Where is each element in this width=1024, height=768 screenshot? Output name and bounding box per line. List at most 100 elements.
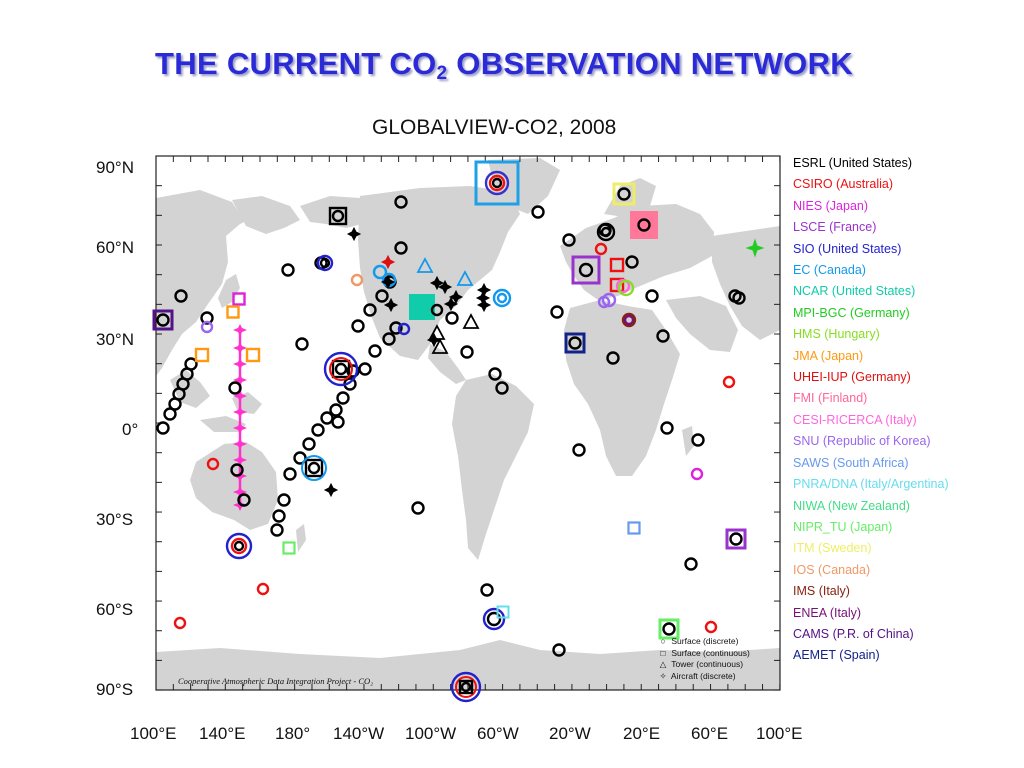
station-circle [704, 620, 718, 634]
station-circle [645, 289, 659, 303]
station-circle [491, 177, 503, 189]
station-circle [394, 195, 408, 209]
station-star [380, 254, 396, 270]
station-circle [722, 375, 736, 389]
station-triangle [431, 338, 449, 354]
station-circle [334, 362, 348, 376]
lat-label-30s: 30°S [96, 510, 134, 529]
station-square [474, 160, 520, 206]
station-square [232, 292, 246, 306]
station-circle [486, 611, 502, 627]
station-star [323, 482, 339, 498]
station-star [443, 296, 459, 312]
key-row-surface-discrete: ○ Surface (discrete) [657, 636, 750, 648]
station-circle [482, 607, 506, 631]
station-star [437, 279, 453, 295]
station-star [346, 226, 362, 242]
station-circle [174, 289, 188, 303]
station-square [328, 206, 348, 226]
lat-label-60n: 60°N [96, 238, 134, 257]
station-circle [394, 241, 408, 255]
station-circle [368, 344, 382, 358]
map-ticks [155, 155, 781, 691]
station-square [571, 255, 601, 285]
station-circle [550, 305, 564, 319]
station-circle [320, 411, 334, 425]
station-circle [206, 457, 220, 471]
station-square [458, 679, 474, 695]
station-circle [295, 337, 309, 351]
station-circle [358, 362, 372, 376]
lat-label-90n: 90°N [96, 158, 134, 177]
symbol-key: ○ Surface (discrete) □ Surface (continuo… [657, 636, 750, 683]
station-square-filled [409, 294, 435, 320]
lat-label-equator: 0° [122, 420, 139, 439]
station-triangle [456, 270, 474, 286]
station-square [609, 277, 625, 293]
lon-label-100e-right: 100°E [756, 724, 803, 743]
station-square [612, 182, 636, 206]
station-circle [495, 381, 509, 395]
station-circle [256, 582, 270, 596]
station-square [564, 332, 586, 354]
station-circle [319, 257, 331, 269]
aircraft-star [233, 342, 247, 354]
station-square-filled [630, 211, 658, 239]
station-circle [270, 523, 284, 537]
station-square [496, 605, 510, 619]
station-circle [572, 443, 586, 457]
map-title: GLOBALVIEW-CO2, 2008 [372, 116, 617, 139]
lon-label-20w: 20°W [549, 724, 591, 743]
star-icon: ✧ [659, 670, 667, 681]
legend-item: EC (Canada) [793, 263, 866, 278]
lon-label-60w: 60°W [477, 724, 519, 743]
station-circle [163, 407, 177, 421]
aircraft-star [233, 374, 247, 386]
map-credit: Cooperative Atmospheric Data Integration… [178, 676, 374, 686]
station-square [282, 541, 296, 555]
lat-label-30n: 30°N [96, 330, 134, 349]
legend-item: ITM (Sweden) [793, 541, 872, 556]
legend-item: SIO (United States) [793, 241, 902, 256]
lab-legend: ESRL (United States) CSIRO (Australia) NIE… [793, 153, 1018, 667]
aircraft-star [233, 422, 247, 434]
station-circle [690, 467, 704, 481]
station-circle [615, 278, 631, 294]
station-circle [316, 254, 334, 272]
legend-item: ENEA (Italy) [793, 605, 862, 620]
lon-label-60e: 60°E [691, 724, 729, 743]
triangle-icon: △ [659, 659, 667, 669]
station-square [627, 521, 641, 535]
legend-item: FMI (Finland) [793, 391, 868, 406]
station-circle [601, 292, 617, 308]
station-triangle [462, 313, 480, 329]
station-square [331, 359, 351, 379]
legend-item: IMS (Italy) [793, 584, 850, 599]
station-circle [331, 415, 345, 429]
station-star [426, 332, 442, 348]
station-circle [311, 423, 325, 437]
station-circle [492, 288, 512, 308]
legend-item: NIWA (New Zealand) [793, 498, 910, 513]
station-triangle [416, 257, 434, 273]
station-circle [225, 532, 253, 560]
station-circle [617, 187, 631, 201]
station-circle [617, 279, 635, 297]
station-star [380, 274, 396, 290]
station-circle [568, 336, 582, 350]
station-circle [623, 314, 635, 326]
station-circle [156, 313, 170, 327]
legend-item: LSCE (France) [793, 220, 877, 235]
lon-label-180: 180° [275, 724, 311, 743]
station-circle [372, 264, 388, 280]
station-circle [281, 263, 295, 277]
station-circle [293, 451, 307, 465]
aircraft-star [233, 390, 247, 402]
station-star [429, 275, 445, 291]
station-star [476, 297, 492, 313]
station-square [658, 618, 680, 640]
station-circle [445, 311, 459, 325]
key-row-aircraft: ✧ Aircraft (discrete) [657, 671, 750, 683]
station-circle [375, 289, 389, 303]
